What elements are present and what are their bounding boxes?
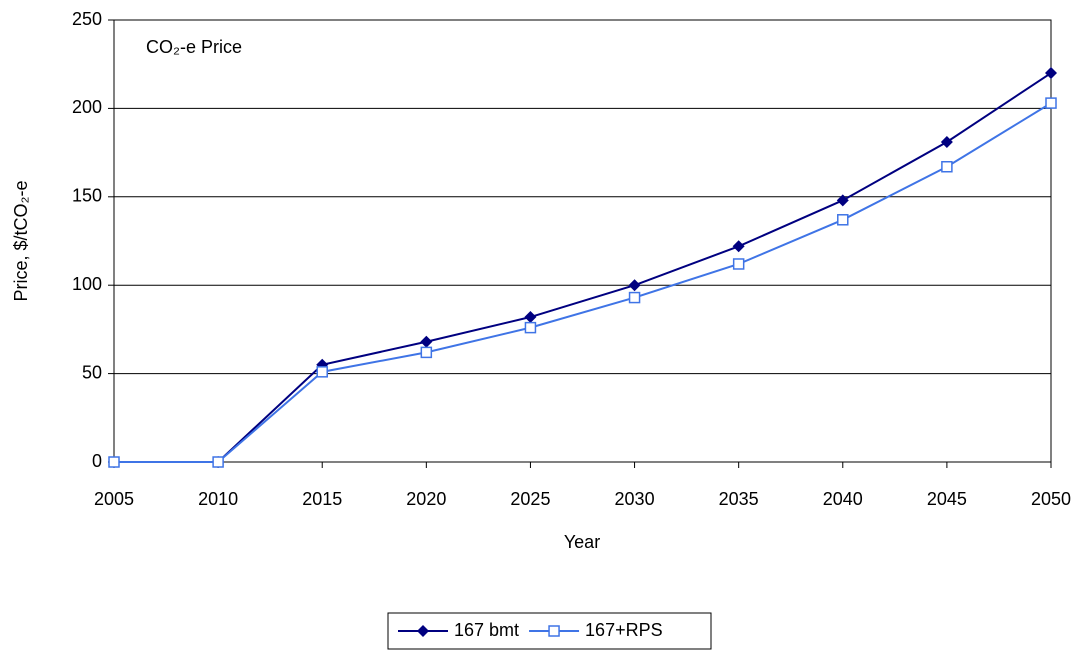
x-tick-label: 2025 [510, 489, 550, 509]
x-tick-label: 2030 [615, 489, 655, 509]
legend-marker [548, 625, 560, 637]
x-tick-label: 2035 [719, 489, 759, 509]
legend-label: 167 bmt [454, 620, 519, 640]
x-tick-label: 2045 [927, 489, 967, 509]
data-point [941, 160, 953, 173]
y-tick-label: 200 [72, 97, 102, 117]
data-point [628, 279, 641, 292]
data-point [108, 456, 120, 468]
y-tick-label: 0 [92, 451, 102, 471]
data-point [1045, 67, 1057, 80]
legend-marker [417, 625, 429, 637]
data-point [212, 456, 224, 468]
data-point [837, 214, 849, 226]
y-tick-label: 100 [72, 274, 102, 294]
x-tick-label: 2020 [406, 489, 446, 509]
y-tick-label: 250 [72, 9, 102, 29]
data-point [628, 291, 641, 304]
x-tick-label: 2005 [94, 489, 134, 509]
annotation: CO₂-e Price [146, 37, 242, 57]
data-point [316, 366, 328, 378]
plot-frame [113, 19, 1052, 463]
x-tick-label: 2015 [302, 489, 342, 509]
data-point [732, 258, 745, 270]
data-point [420, 335, 433, 348]
x-tick-label: 2050 [1031, 489, 1071, 509]
y-tick-label: 50 [82, 362, 102, 382]
data-point [836, 194, 849, 207]
data-point [940, 135, 953, 148]
data-point [524, 321, 537, 334]
x-tick-label: 2010 [198, 489, 238, 509]
data-point [524, 311, 537, 324]
x-tick-label: 2040 [823, 489, 863, 509]
data-point [732, 240, 745, 253]
data-point [420, 346, 433, 359]
series-line [114, 72, 1052, 463]
y-tick-label: 150 [72, 186, 102, 206]
data-point [1045, 97, 1057, 109]
series-line [114, 102, 1052, 463]
x-axis-label: Year [564, 532, 600, 552]
legend-label: 167+RPS [585, 620, 663, 640]
y-axis-label: Price, $/tCO₂-e [11, 180, 31, 301]
